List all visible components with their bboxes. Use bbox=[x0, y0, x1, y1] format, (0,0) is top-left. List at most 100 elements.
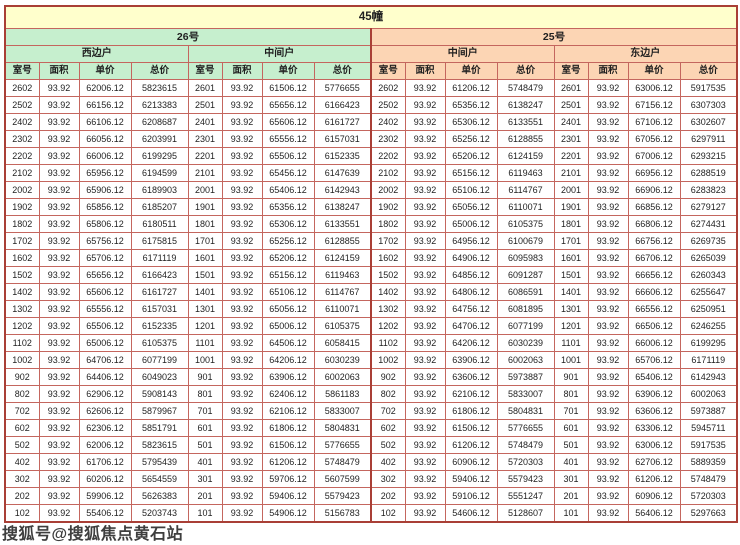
cell-price: 64806.12 bbox=[444, 283, 498, 301]
cell-area: 93.92 bbox=[221, 164, 263, 182]
cell-total: 5879967 bbox=[130, 402, 189, 420]
cell-price: 62906.12 bbox=[78, 385, 132, 403]
cell-room: 1502 bbox=[370, 266, 406, 284]
cell-room: 1002 bbox=[370, 351, 406, 369]
cell-price: 63906.12 bbox=[444, 351, 498, 369]
cell-room: 2301 bbox=[187, 130, 223, 148]
cell-price: 66706.12 bbox=[627, 249, 681, 267]
cell-area: 93.92 bbox=[404, 113, 446, 131]
cell-price: 64706.12 bbox=[444, 317, 498, 335]
cell-price: 65656.12 bbox=[261, 96, 315, 114]
cell-price: 64506.12 bbox=[261, 334, 315, 352]
cell-price: 65556.12 bbox=[78, 300, 132, 318]
cell-price: 64756.12 bbox=[444, 300, 498, 318]
cell-room: 402 bbox=[370, 453, 406, 471]
cell-area: 93.92 bbox=[221, 368, 263, 386]
cell-room: 201 bbox=[553, 487, 589, 505]
cell-total: 5748479 bbox=[496, 436, 555, 454]
cell-area: 93.92 bbox=[404, 266, 446, 284]
cell-total: 5128607 bbox=[496, 504, 555, 523]
cell-room: 1502 bbox=[4, 266, 40, 284]
cell-price: 61206.12 bbox=[261, 453, 315, 471]
cell-total: 6147639 bbox=[313, 164, 372, 182]
cell-area: 93.92 bbox=[404, 334, 446, 352]
cell-room: 202 bbox=[370, 487, 406, 505]
cell-price: 65506.12 bbox=[261, 147, 315, 165]
cell-area: 93.92 bbox=[38, 419, 80, 437]
table-row: 302 93.92 60206.12 5654559 301 93.92 59706.12 5… bbox=[4, 470, 738, 488]
cell-total: 6307303 bbox=[679, 96, 738, 114]
cell-price: 67006.12 bbox=[627, 147, 681, 165]
cell-area: 93.92 bbox=[404, 402, 446, 420]
cell-area: 93.92 bbox=[587, 164, 629, 182]
cell-price: 62706.12 bbox=[627, 453, 681, 471]
cell-price: 66856.12 bbox=[627, 198, 681, 216]
cell-room: 2201 bbox=[553, 147, 589, 165]
cell-total: 5579423 bbox=[313, 487, 372, 505]
cell-area: 93.92 bbox=[587, 470, 629, 488]
cell-total: 6128855 bbox=[313, 232, 372, 250]
cell-room: 802 bbox=[4, 385, 40, 403]
cell-price: 67156.12 bbox=[627, 96, 681, 114]
col-header-total: 总价 bbox=[313, 62, 372, 80]
cell-price: 60206.12 bbox=[78, 470, 132, 488]
cell-area: 93.92 bbox=[404, 96, 446, 114]
cell-area: 93.92 bbox=[38, 232, 80, 250]
cell-room: 102 bbox=[370, 504, 406, 523]
cell-total: 6152335 bbox=[313, 147, 372, 165]
cell-room: 2001 bbox=[187, 181, 223, 199]
cell-price: 61206.12 bbox=[444, 79, 498, 97]
cell-total: 6142943 bbox=[313, 181, 372, 199]
cell-price: 62106.12 bbox=[261, 402, 315, 420]
col-header-area: 面积 bbox=[587, 62, 629, 80]
col-header-total: 总价 bbox=[496, 62, 555, 80]
cell-total: 6269735 bbox=[679, 232, 738, 250]
cell-room: 502 bbox=[4, 436, 40, 454]
cell-total: 6279127 bbox=[679, 198, 738, 216]
cell-area: 93.92 bbox=[587, 385, 629, 403]
cell-price: 64706.12 bbox=[78, 351, 132, 369]
cell-total: 6077199 bbox=[130, 351, 189, 369]
section-row: 26号 25号 bbox=[4, 28, 738, 46]
cell-area: 93.92 bbox=[404, 470, 446, 488]
cell-total: 6124159 bbox=[496, 147, 555, 165]
cell-area: 93.92 bbox=[221, 317, 263, 335]
col-header-price: 单价 bbox=[261, 62, 315, 80]
cell-area: 93.92 bbox=[404, 504, 446, 523]
cell-area: 93.92 bbox=[38, 96, 80, 114]
cell-room: 602 bbox=[370, 419, 406, 437]
cell-price: 63906.12 bbox=[627, 385, 681, 403]
cell-room: 1801 bbox=[187, 215, 223, 233]
cell-price: 65306.12 bbox=[261, 215, 315, 233]
cell-area: 93.92 bbox=[587, 232, 629, 250]
cell-area: 93.92 bbox=[38, 436, 80, 454]
cell-area: 93.92 bbox=[221, 266, 263, 284]
col-header-price: 单价 bbox=[444, 62, 498, 80]
cell-total: 5973887 bbox=[679, 402, 738, 420]
cell-room: 1602 bbox=[370, 249, 406, 267]
table-row: 1902 93.92 65856.12 6185207 1901 93.92 65356.1… bbox=[4, 198, 738, 216]
cell-room: 601 bbox=[187, 419, 223, 437]
cell-area: 93.92 bbox=[221, 198, 263, 216]
col-header-area: 面积 bbox=[38, 62, 80, 80]
cell-price: 55406.12 bbox=[78, 504, 132, 523]
cell-total: 6161727 bbox=[130, 283, 189, 301]
cell-total: 6297911 bbox=[679, 130, 738, 148]
cell-room: 1401 bbox=[187, 283, 223, 301]
cell-total: 6142943 bbox=[679, 368, 738, 386]
cell-price: 65156.12 bbox=[444, 164, 498, 182]
cell-area: 93.92 bbox=[587, 96, 629, 114]
table-row: 402 93.92 61706.12 5795439 401 93.92 61206.12 5… bbox=[4, 453, 738, 471]
cell-price: 64206.12 bbox=[444, 334, 498, 352]
cell-area: 93.92 bbox=[404, 487, 446, 505]
cell-room: 2202 bbox=[370, 147, 406, 165]
cell-room: 101 bbox=[553, 504, 589, 523]
section-label-26: 26号 bbox=[4, 28, 372, 46]
cell-room: 2402 bbox=[370, 113, 406, 131]
cell-price: 65606.12 bbox=[78, 283, 132, 301]
cell-room: 1802 bbox=[370, 215, 406, 233]
cell-price: 64206.12 bbox=[261, 351, 315, 369]
cell-total: 6049023 bbox=[130, 368, 189, 386]
cell-room: 501 bbox=[553, 436, 589, 454]
price-table-body: 2602 93.92 62006.12 5823615 2601 93.92 61506.1… bbox=[4, 79, 738, 523]
